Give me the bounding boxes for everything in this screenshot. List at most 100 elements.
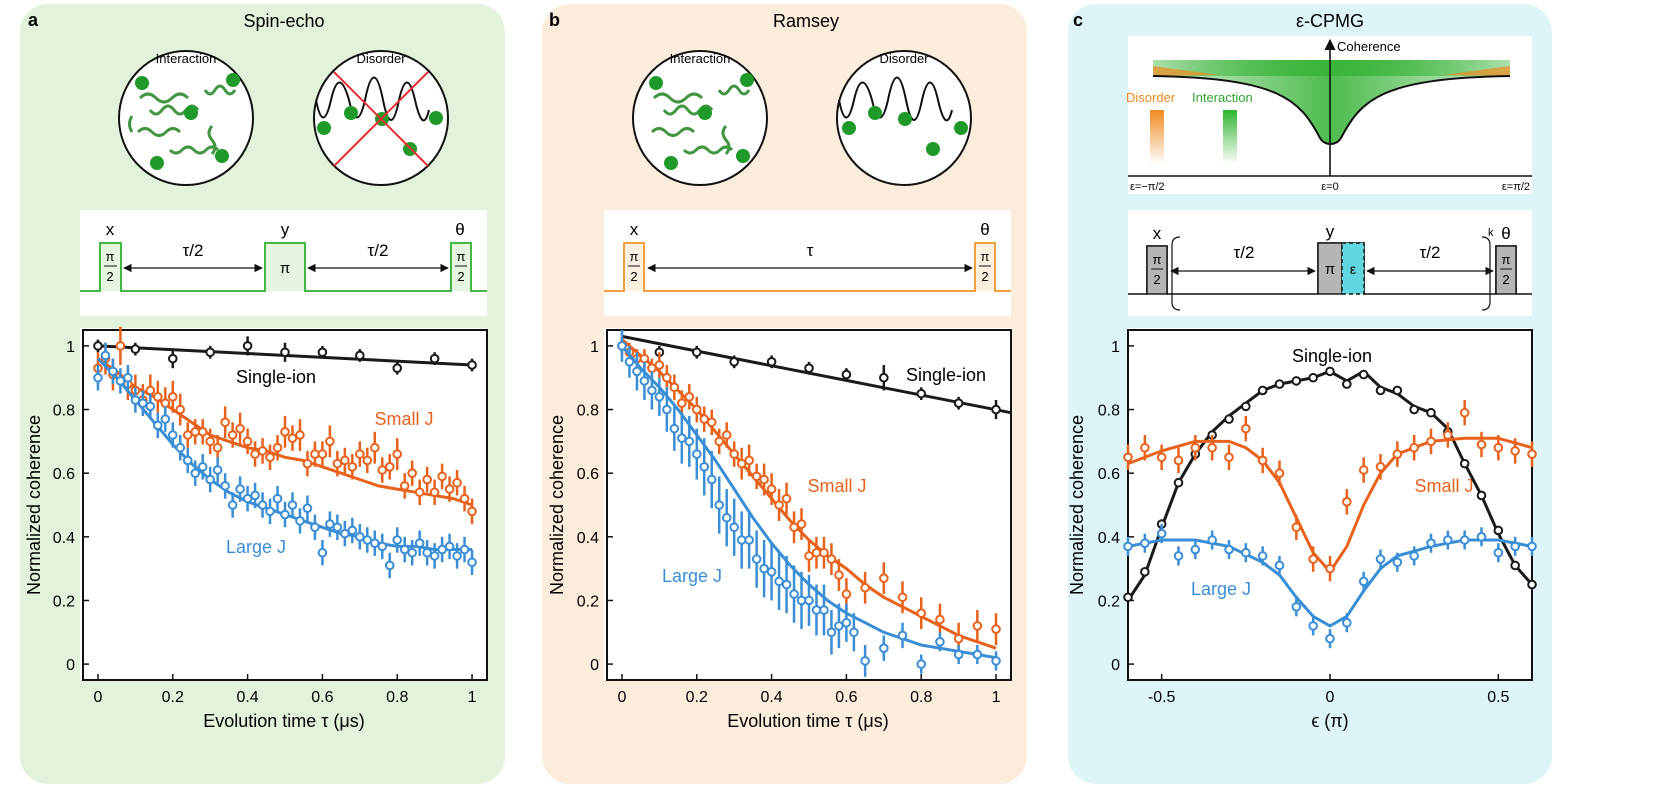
plot-a-small-point: [384, 462, 395, 472]
plot-b-small-point: [789, 522, 799, 533]
panel-b-disorder-circle: Disorder: [836, 50, 972, 186]
plot-a-large-point: [197, 462, 208, 472]
plot-b-small-point: [699, 414, 710, 424]
plot-b-small-point: [819, 547, 829, 558]
panel-a-pulse-sequence: x y θ π 2 π π 2 τ/2 τ/2: [80, 220, 487, 292]
plot-c-single-point: [1409, 404, 1419, 415]
plot-a-small-point: [145, 385, 156, 396]
plot-a-large-point: [452, 551, 462, 561]
plot-b-large-point: [759, 563, 769, 574]
plot-b-xtick-label: 1: [992, 689, 1001, 706]
plot-a-small-point: [310, 449, 320, 459]
plot-a-annot-single: Single-ion: [236, 367, 316, 387]
plot-b-small-point: [991, 624, 1001, 634]
plot-b-annot-single: Single-ion: [906, 365, 986, 385]
plot-a-small-point: [407, 468, 417, 478]
plot-c-large-point: [1156, 528, 1167, 539]
plot-b-large-point: [706, 474, 717, 485]
plot-b-ylabel: Normalized coherence: [547, 415, 567, 595]
panel-a-pulse3-num: π: [457, 249, 466, 264]
panel-c-eps-right: ε=π/2: [1502, 181, 1530, 193]
plot-b-large-point: [669, 423, 680, 434]
plot-b-ytick-label: 0.2: [577, 593, 599, 610]
plot-a-small-point: [265, 452, 275, 463]
panel-b-pulse2-num: π: [981, 249, 990, 264]
plot-b-small-point: [774, 500, 784, 510]
plot-a-small-point: [182, 430, 193, 440]
plot-b-large-point: [804, 595, 814, 606]
plot-b-large-point: [654, 392, 665, 402]
panel-b-pulse1-num: π: [630, 249, 639, 264]
plot-a-small-point: [444, 484, 455, 494]
plot-c-single-point: [1325, 366, 1335, 377]
plot-a-small-point: [280, 427, 290, 437]
panel-c-pulse-pi: π: [1325, 261, 1335, 278]
plot-c-small-point: [1358, 465, 1369, 475]
plot-a-small-point: [190, 427, 201, 437]
plot-c-small-point: [1426, 436, 1436, 447]
panel-b-interaction-label: Interaction: [670, 51, 731, 66]
plot-c-single-point: [1173, 477, 1184, 488]
plot-a-large-point: [384, 560, 395, 571]
plot-a-large-point: [130, 395, 141, 405]
plot-b-small-point: [897, 592, 908, 603]
plot-a-ytick-label: 0: [66, 657, 75, 674]
panel-a-letter: a: [28, 10, 39, 30]
plot-c-large-point: [1443, 535, 1453, 545]
plot-a-large-point: [317, 547, 328, 558]
plot-a-large-point: [332, 522, 343, 533]
plot-a-xtick-label: 0.2: [162, 689, 184, 706]
plot-c-small-point: [1510, 446, 1520, 456]
plot-a-small-point: [459, 493, 470, 504]
plot-b-small-point: [972, 621, 983, 631]
plot-a-ytick-label: 0.2: [53, 593, 75, 610]
plot-a-small-point: [295, 430, 305, 440]
panel-a-title: Spin-echo: [243, 11, 324, 31]
plot-c-small-point: [1527, 449, 1537, 459]
plot-c-large-point: [1375, 554, 1386, 564]
plot-a-large-point: [429, 551, 440, 561]
plot-a-single-point: [205, 347, 215, 358]
plot-a-frame: [82, 329, 488, 681]
panel-b-pulse-theta: θ: [980, 220, 989, 239]
plot-b-large-point: [677, 433, 687, 443]
plot-a-xtick-label: 0.4: [236, 689, 258, 706]
panel-a-pulse-theta: θ: [455, 220, 464, 239]
plot-a-single-point: [355, 350, 365, 361]
plot-c-single-point: [1375, 385, 1386, 396]
plot-b-large-point: [662, 404, 672, 415]
panel-c-pulse-y: y: [1326, 222, 1335, 241]
plot-b-large-point: [781, 579, 792, 590]
plot-b-small-point: [781, 493, 792, 504]
plot-a-small-point: [362, 455, 373, 466]
plot-a-large-point: [302, 503, 313, 513]
plot-b-large-point: [721, 512, 732, 523]
plot-a-small-point: [302, 458, 313, 469]
plot-c-single-point: [1274, 379, 1285, 389]
plot-a-small-point: [332, 458, 343, 469]
plot-c-small-fit-line: [1127, 436, 1533, 575]
plot-c-single-point: [1140, 567, 1150, 577]
plot-a-small-point: [153, 392, 163, 402]
panel-c-pulse-k: k: [1488, 227, 1494, 239]
panel-c-title: ε-CPMG: [1296, 11, 1364, 31]
plot-c-large-point: [1342, 617, 1352, 628]
plot-b-annot-large: Large J: [662, 566, 722, 586]
plot-b-large-point: [819, 605, 829, 615]
plot-a-xtick-label: 1: [468, 689, 477, 706]
panel-c-pulse-x: x: [1153, 224, 1162, 243]
plot-b-small-point: [662, 372, 672, 383]
plot-c-large-point: [1123, 541, 1133, 552]
plot-a-large-point: [220, 481, 230, 491]
plot-c-single-point: [1241, 401, 1251, 412]
plot-c-small-point: [1123, 452, 1133, 463]
plot-a-large-point: [287, 500, 298, 510]
plot-a-large-point: [175, 442, 186, 453]
panel-a-interaction-label: Interaction: [156, 51, 217, 66]
plot-b-single-point: [804, 363, 814, 373]
plot-c-large-point: [1358, 576, 1369, 587]
plot-a-large-point: [145, 401, 156, 412]
plot-b-single-point: [766, 357, 777, 367]
plot-a-small-point: [340, 455, 350, 466]
panel-b-pulse-box: [604, 210, 1011, 316]
